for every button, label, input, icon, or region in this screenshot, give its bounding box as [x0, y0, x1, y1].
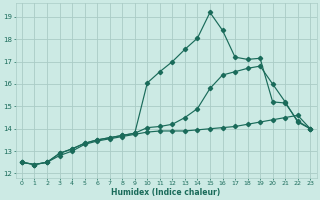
X-axis label: Humidex (Indice chaleur): Humidex (Indice chaleur): [111, 188, 221, 197]
